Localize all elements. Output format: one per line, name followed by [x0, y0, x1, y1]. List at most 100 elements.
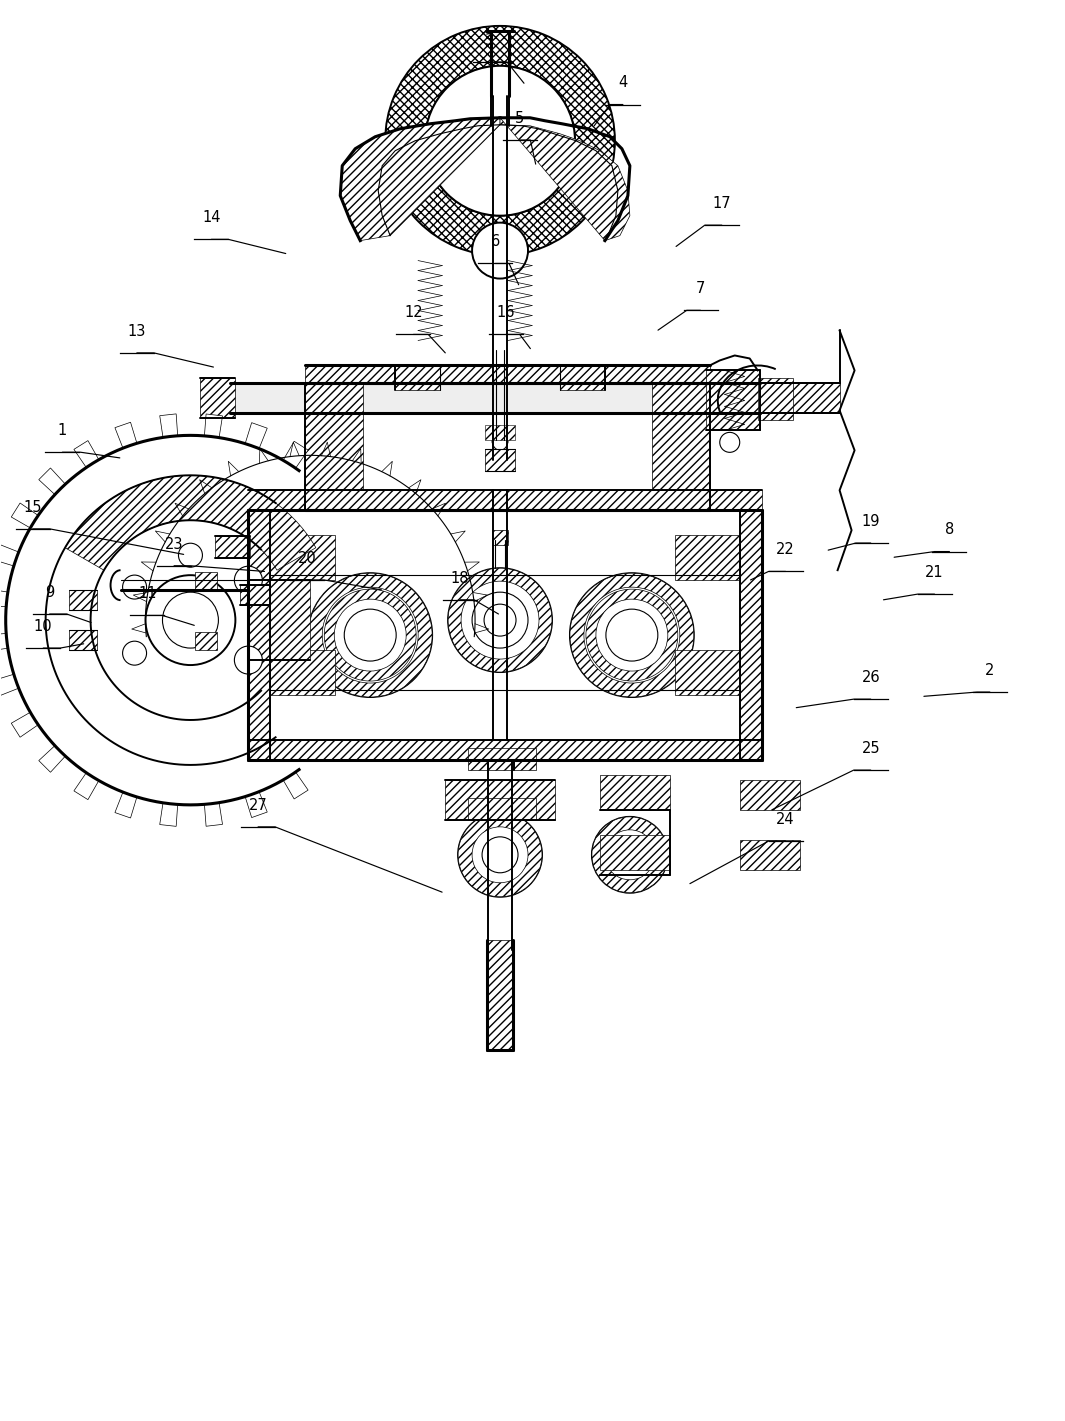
- Text: 12: 12: [404, 306, 423, 320]
- Bar: [306, 365, 709, 384]
- Circle shape: [460, 580, 540, 661]
- Text: 4: 4: [619, 75, 627, 91]
- Wedge shape: [570, 573, 693, 698]
- Text: 5: 5: [515, 111, 524, 126]
- Circle shape: [308, 573, 432, 698]
- Polygon shape: [12, 503, 38, 529]
- Text: 16: 16: [496, 306, 515, 320]
- Text: 13: 13: [128, 324, 146, 338]
- Bar: [740, 840, 800, 870]
- Bar: [740, 780, 800, 810]
- Bar: [445, 780, 555, 820]
- Text: 11: 11: [138, 587, 157, 601]
- Text: 22: 22: [776, 543, 794, 557]
- Circle shape: [321, 585, 421, 685]
- Text: 7: 7: [695, 281, 705, 296]
- Polygon shape: [12, 712, 38, 737]
- Circle shape: [606, 610, 658, 661]
- Circle shape: [234, 566, 262, 594]
- Polygon shape: [0, 588, 7, 607]
- Bar: [469, 747, 536, 770]
- Bar: [675, 536, 740, 580]
- Polygon shape: [115, 422, 137, 448]
- Bar: [230, 384, 759, 414]
- Polygon shape: [204, 414, 223, 438]
- Polygon shape: [283, 772, 308, 799]
- Bar: [271, 649, 335, 695]
- Polygon shape: [0, 634, 7, 651]
- Wedge shape: [386, 26, 615, 256]
- Polygon shape: [38, 468, 65, 495]
- Polygon shape: [73, 441, 99, 468]
- Bar: [560, 365, 605, 391]
- Circle shape: [344, 610, 396, 661]
- Polygon shape: [0, 544, 19, 566]
- Bar: [600, 774, 670, 810]
- Wedge shape: [448, 568, 552, 672]
- Wedge shape: [65, 475, 316, 570]
- Text: 1: 1: [58, 423, 67, 438]
- Bar: [68, 630, 97, 649]
- Polygon shape: [115, 791, 137, 818]
- Circle shape: [581, 585, 682, 685]
- Text: 9: 9: [45, 585, 54, 600]
- Polygon shape: [160, 414, 178, 438]
- Text: 27: 27: [249, 797, 267, 813]
- Bar: [652, 384, 709, 510]
- Bar: [68, 590, 97, 610]
- Polygon shape: [245, 422, 267, 449]
- Bar: [215, 536, 250, 558]
- Bar: [600, 836, 670, 870]
- Bar: [485, 425, 515, 441]
- Bar: [306, 384, 363, 510]
- Circle shape: [570, 573, 693, 698]
- Wedge shape: [586, 590, 677, 681]
- Bar: [706, 371, 759, 431]
- Circle shape: [616, 841, 644, 868]
- Wedge shape: [458, 813, 542, 897]
- Circle shape: [458, 813, 542, 897]
- Circle shape: [163, 593, 218, 648]
- Polygon shape: [160, 803, 178, 827]
- Bar: [200, 378, 235, 418]
- Wedge shape: [592, 817, 668, 892]
- Circle shape: [122, 576, 147, 600]
- Bar: [485, 449, 515, 472]
- Bar: [759, 384, 839, 414]
- Text: 2: 2: [985, 662, 995, 678]
- Circle shape: [448, 568, 552, 672]
- Bar: [248, 740, 761, 760]
- Bar: [271, 536, 335, 580]
- Circle shape: [604, 828, 656, 881]
- Text: 21: 21: [925, 566, 944, 580]
- Bar: [755, 384, 789, 414]
- Text: 23: 23: [165, 537, 183, 551]
- Bar: [469, 797, 536, 820]
- Bar: [248, 490, 761, 510]
- Circle shape: [122, 641, 147, 665]
- Text: 18: 18: [450, 571, 470, 585]
- Polygon shape: [38, 746, 65, 772]
- Bar: [487, 939, 513, 1050]
- Bar: [757, 378, 792, 421]
- Text: 17: 17: [712, 196, 732, 210]
- Bar: [196, 632, 217, 649]
- Polygon shape: [501, 118, 629, 240]
- Bar: [740, 510, 761, 760]
- Polygon shape: [204, 803, 223, 826]
- Circle shape: [146, 576, 235, 665]
- Circle shape: [332, 597, 408, 674]
- Text: 3: 3: [486, 33, 494, 48]
- Bar: [395, 365, 440, 391]
- Circle shape: [594, 597, 670, 674]
- Text: 10: 10: [34, 620, 52, 634]
- Wedge shape: [308, 573, 432, 698]
- Text: 19: 19: [862, 514, 880, 529]
- Bar: [196, 573, 217, 590]
- Bar: [248, 580, 310, 661]
- Polygon shape: [0, 674, 19, 696]
- Polygon shape: [73, 773, 99, 800]
- Polygon shape: [245, 791, 267, 817]
- Circle shape: [470, 824, 530, 885]
- Circle shape: [179, 543, 202, 567]
